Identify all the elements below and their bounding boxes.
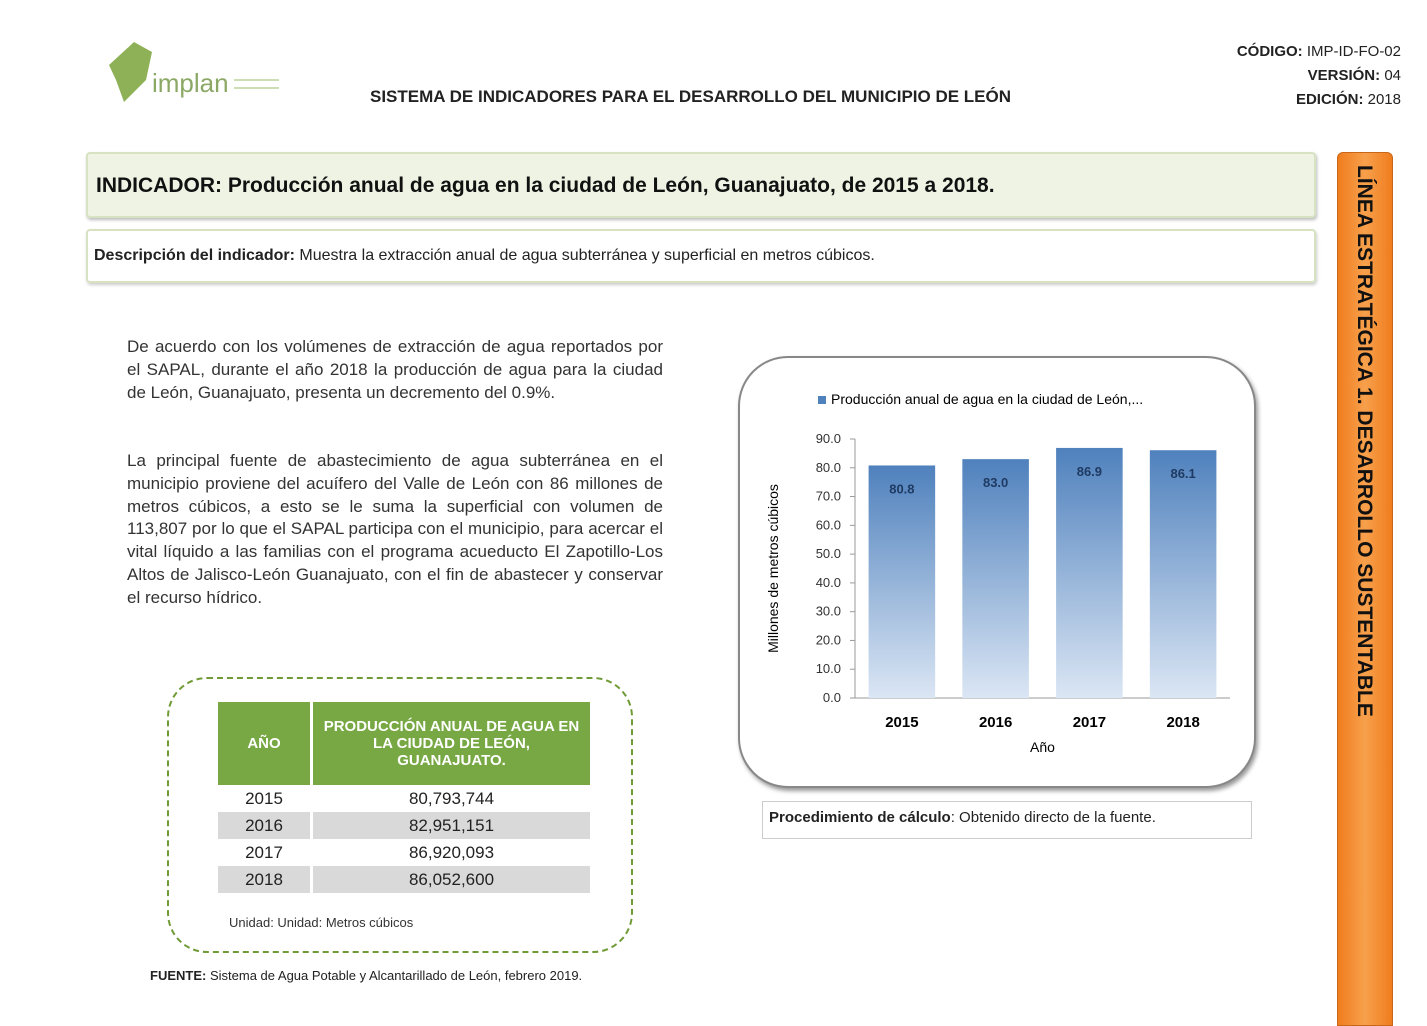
table-cell: 2016 [218,812,313,839]
x-tick-label: 2016 [979,714,1012,731]
paragraph: De acuerdo con los volúmenes de extracci… [127,337,663,402]
y-tick-label: 50.0 [816,546,841,561]
logo: implan [104,40,284,110]
procedure-label: Procedimiento de cálculo [769,809,951,826]
table-frame [167,677,633,953]
procedure-box: Procedimiento de cálculo: Obtenido direc… [762,801,1252,839]
y-tick-label: 10.0 [816,661,841,676]
description-box: Descripción del indicador: Muestra la ex… [86,229,1316,283]
chart: 0.0 10.0 20.0 30.0 40.0 50.0 60.0 70.0 80.0 90.0 M… [765,391,1230,755]
logo-graphic: implan [109,42,279,102]
paragraph: La principal fuente de abastecimiento de… [127,451,663,607]
table-cell: 2015 [218,785,313,812]
version: 04 [1384,67,1401,84]
table-header: AÑO [218,702,313,785]
table-cell: 80,793,744 [408,788,495,808]
x-tick-label: 2015 [885,714,918,731]
y-tick-label: 20.0 [816,632,841,647]
value-label: 86.9 [1077,464,1102,479]
value-label: 86.1 [1170,466,1195,481]
logo-text: implan [152,68,229,98]
table-cell: 2017 [218,839,313,866]
description-text: Muestra la extracción anual de agua subt… [299,247,875,264]
x-tick-label: 2017 [1073,714,1106,731]
indicator-text: Producción anual de agua en la ciudad de… [227,174,995,197]
value-label: 80.8 [889,481,914,496]
y-tick-label: 80.0 [816,460,841,475]
y-tick-label: 40.0 [816,575,841,590]
edicion: 2018 [1367,91,1401,108]
x-tick-label: 2018 [1166,714,1199,731]
table-row: 2018 86,052,600 [218,866,590,893]
table-cell: 86,052,600 [408,869,495,889]
indicator-label: INDICADOR: [96,174,222,197]
y-tick-label: 90.0 [816,431,841,446]
table-cell: 86,920,093 [408,842,495,862]
description-label: Descripción del indicador: [94,247,295,264]
bar [1149,450,1217,698]
x-axis-label: Año [1030,739,1055,755]
header-title: SISTEMA DE INDICADORES PARA EL DESARROLL… [370,87,1012,106]
legend-label: Producción anual de agua en la ciudad de… [831,391,1143,407]
source-label: FUENTE: [150,968,207,983]
bar [962,459,1029,698]
indicator-box: INDICADOR: Producción anual de agua en l… [86,152,1316,218]
table-unit: Unidad: Unidad: Metros cúbicos [229,915,414,930]
value-label: 83.0 [983,475,1008,490]
codigo-label: CÓDIGO: [1236,43,1303,60]
legend-swatch [818,396,826,404]
bar [868,465,936,698]
header-meta: CÓDIGO: IMP-ID-FO-02 VERSIÓN: 04 EDICIÓN… [1237,40,1401,112]
source: FUENTE: Sistema de Agua Potable y Alcant… [150,968,582,983]
edicion-label: EDICIÓN: [1295,91,1364,108]
data-table: AÑO PRODUCCIÓN ANUAL DE AGUA EN LA CIUDA… [218,702,590,893]
y-tick-label: 70.0 [816,489,841,504]
codigo: IMP-ID-FO-02 [1306,43,1401,60]
y-axis-label: Millones de metros cúbicos [765,484,781,653]
y-tick-label: 30.0 [816,604,841,619]
table-row: 2016 82,951,151 [218,812,590,839]
side-bar: LÍNEA ESTRATÉGICA 1. DESARROLLO SUSTENTA… [1337,152,1393,1026]
table-header: PRODUCCIÓN ANUAL DE AGUA EN LA CIUDAD DE… [323,718,580,769]
table-row: 2015 80,793,744 [218,785,590,812]
y-tick-label: 60.0 [816,517,841,532]
table-cell: 2018 [218,866,313,893]
table-row: 2017 86,920,093 [218,839,590,866]
table-cell: 82,951,151 [408,815,495,835]
source-text: Sistema de Agua Potable y Alcantarillado… [209,968,583,983]
bar [1056,447,1123,698]
y-tick-label: 0.0 [823,690,841,705]
version-label: VERSIÓN: [1307,67,1381,84]
procedure-text: : Obtenido directo de la fuente. [950,809,1156,826]
side-label: LÍNEA ESTRATÉGICA 1. DESARROLLO SUSTENTA… [1353,165,1376,717]
